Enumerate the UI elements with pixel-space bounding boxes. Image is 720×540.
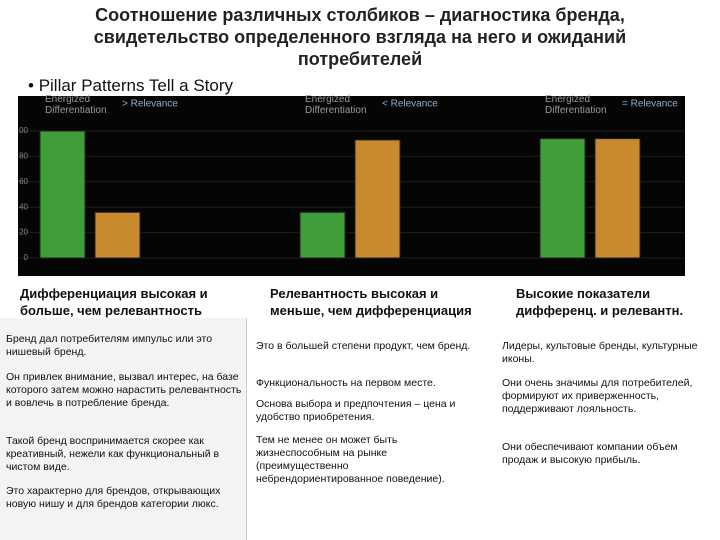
group-label: Energized Differentiation — [545, 94, 607, 116]
group-relation: < Relevance — [382, 99, 438, 110]
bullet: • Pillar Patterns Tell a Story — [28, 76, 234, 95]
paragraph: Функциональность на первом месте. — [256, 377, 436, 389]
column-heading: Дифференциация высокая и больше, чем рел… — [20, 286, 208, 318]
y-tick-label: 60 — [19, 177, 28, 186]
group-relation: = Relevance — [622, 99, 678, 110]
paragraph: Это в большей степени продукт, чем бренд… — [256, 340, 471, 352]
y-tick-label: 80 — [19, 152, 28, 161]
column-heading: Высокие показатели дифференц. и релевант… — [516, 286, 684, 318]
bar — [539, 138, 586, 259]
y-tick-label: 0 — [24, 253, 29, 262]
paragraph: Он привлек внимание, вызвал интерес, на … — [6, 371, 242, 409]
paragraph: Они очень значимы для потребителей, форм… — [502, 377, 693, 415]
paragraph: Основа выбора и предпочтения – цена и уд… — [256, 398, 456, 423]
column-background — [0, 318, 247, 540]
bar — [94, 211, 141, 259]
paragraph: Лидеры, культовые бренды, культурные ико… — [502, 340, 698, 365]
paragraph: Такой бренд воспринимается скорее как кр… — [6, 435, 220, 473]
group-label: Energized Differentiation — [45, 94, 107, 116]
bar — [299, 211, 346, 259]
group-label: Energized Differentiation — [305, 94, 367, 116]
y-tick-label: 20 — [19, 228, 28, 237]
y-tick-label: 100 — [15, 126, 29, 135]
paragraph: Это характерно для брендов, открывающих … — [6, 485, 221, 510]
bar — [39, 130, 86, 259]
group-relation: > Relevance — [122, 99, 178, 110]
y-tick-label: 40 — [19, 202, 28, 211]
chart: 0 20 40 60 80 100 Energized Differentiation > R… — [15, 94, 685, 276]
paragraph: Тем не менее он может быть жизнеспособны… — [256, 434, 445, 485]
paragraph: Они обеспечивают компании объем продаж и… — [502, 441, 678, 466]
column-heading: Релевантность высокая и меньше, чем дифф… — [270, 286, 472, 318]
bar — [594, 138, 641, 259]
bar — [354, 139, 401, 259]
slide-title: Соотношение различных столбиков – диагно… — [93, 5, 627, 69]
bullet-text: Pillar Patterns Tell a Story — [38, 76, 234, 95]
paragraph: Бренд дал потребителям импульс или это н… — [6, 333, 213, 358]
